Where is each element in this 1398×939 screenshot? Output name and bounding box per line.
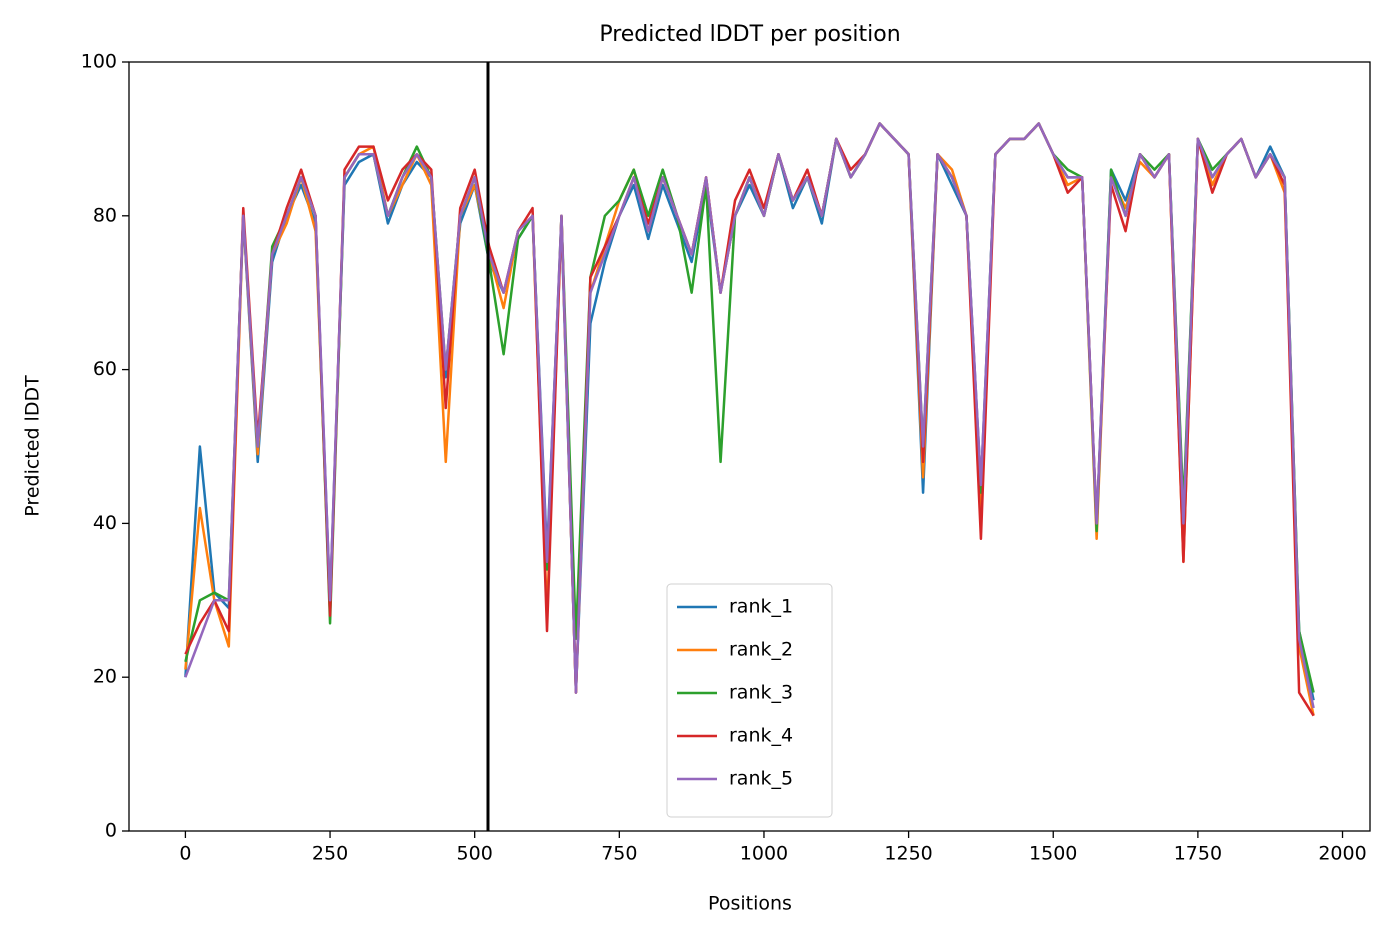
legend-label: rank_5 — [729, 768, 793, 790]
legend-label: rank_2 — [729, 639, 793, 661]
y-tick-label: 40 — [93, 512, 117, 534]
y-tick-label: 20 — [93, 666, 117, 688]
x-tick-label: 1500 — [1029, 843, 1077, 865]
x-tick-label: 750 — [601, 843, 637, 865]
y-tick-label: 80 — [93, 204, 117, 226]
series-line — [184, 122, 1315, 709]
legend-label: rank_4 — [729, 725, 793, 747]
x-tick-label: 1000 — [740, 843, 788, 865]
x-tick-label: 0 — [179, 843, 191, 865]
legend-box — [666, 583, 833, 818]
x-tick-label: 500 — [457, 843, 493, 865]
legend-label: rank_1 — [729, 596, 793, 618]
y-tick-label: 100 — [81, 51, 117, 73]
legend-label: rank_3 — [729, 682, 793, 704]
x-tick-label: 1750 — [1174, 843, 1222, 865]
y-tick-label: 0 — [105, 820, 117, 842]
chart-title: Predicted lDDT per position — [599, 22, 900, 47]
x-tick-label: 250 — [312, 843, 348, 865]
series-line — [184, 122, 1315, 717]
x-tick-label: 1250 — [884, 843, 932, 865]
x-axis-label: Positions — [708, 893, 792, 915]
y-tick-label: 60 — [93, 358, 117, 380]
y-axis-label: Predicted lDDT — [22, 375, 44, 517]
x-tick-label: 2000 — [1318, 843, 1366, 865]
plot-frame — [128, 61, 1371, 832]
